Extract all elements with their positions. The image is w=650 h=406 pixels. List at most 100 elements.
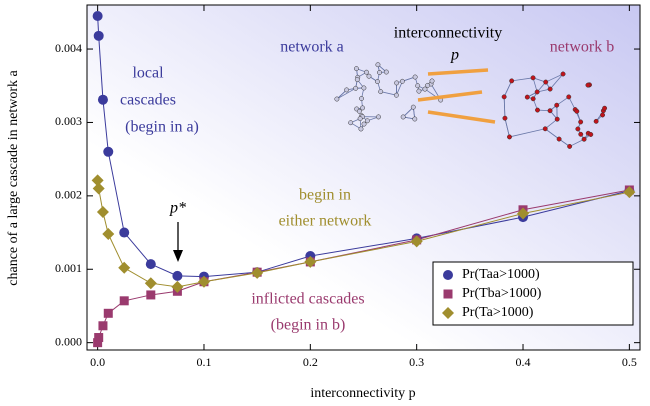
network-node <box>574 108 580 114</box>
network-node <box>567 143 573 149</box>
legend-label: Pr(Taa>1000) <box>462 267 540 282</box>
marker <box>92 182 105 195</box>
network-node <box>560 71 566 77</box>
legend-label: Pr(Tba>1000) <box>462 286 542 301</box>
network-node <box>364 69 369 75</box>
marker <box>146 290 156 300</box>
arrow-head <box>173 250 183 262</box>
network-edge <box>504 118 510 138</box>
marker <box>91 174 104 187</box>
network-node <box>502 115 508 121</box>
network-node <box>524 94 530 100</box>
marker <box>145 259 156 270</box>
legend-marker <box>443 289 453 299</box>
network-node <box>530 96 536 102</box>
x-tick-label: 0.3 <box>409 355 424 369</box>
network-edge <box>396 81 403 96</box>
network-node <box>357 116 363 122</box>
network-node <box>578 131 584 137</box>
network-node <box>585 82 591 88</box>
network-node <box>415 83 421 89</box>
y-tick-label: 0.000 <box>55 334 82 348</box>
x-tick-label: 0.4 <box>516 355 531 369</box>
marker <box>96 206 109 218</box>
network-node <box>509 78 515 84</box>
network-edge <box>544 118 558 130</box>
network-edge <box>336 87 356 100</box>
marker <box>251 266 264 279</box>
marker <box>92 11 103 22</box>
marker <box>172 270 183 281</box>
network-node <box>578 119 584 125</box>
network-node <box>547 108 553 114</box>
network-node <box>366 73 372 79</box>
network-edge <box>380 91 397 96</box>
annotation: either network <box>279 213 372 230</box>
network-node <box>581 136 587 142</box>
network-node <box>399 78 405 84</box>
network-node <box>602 105 608 111</box>
annotation: local <box>132 65 164 82</box>
network-node <box>394 80 400 86</box>
network-edge <box>569 138 585 147</box>
network-node <box>575 126 581 132</box>
network-node <box>334 96 340 102</box>
annotation: (begin in a) <box>125 119 199 136</box>
network-node <box>412 116 418 122</box>
annotation: inflicted cascades <box>251 291 364 308</box>
network-node <box>543 79 549 85</box>
x-tick-label: 0.0 <box>90 355 105 369</box>
network-node <box>566 94 572 100</box>
network-node <box>383 69 389 75</box>
legend-box <box>432 261 634 326</box>
network-node <box>542 126 548 132</box>
network-node <box>501 94 507 100</box>
y-tick-label: 0.001 <box>55 261 82 275</box>
inset-label: interconnectivity <box>394 25 502 42</box>
annotation: cascades <box>120 92 176 109</box>
network-node <box>593 118 599 124</box>
network-node <box>361 85 367 91</box>
network-node <box>358 126 364 132</box>
annotation: p* <box>169 200 186 217</box>
network-node <box>378 89 384 95</box>
network-node <box>348 120 354 126</box>
marker <box>97 94 108 105</box>
y-axis-label: chance of a large cascade in network a <box>6 69 21 285</box>
inset-network <box>334 62 608 149</box>
annotation: begin in <box>299 187 351 204</box>
y-tick-label: 0.004 <box>55 41 82 55</box>
marker <box>304 255 317 268</box>
marker <box>623 186 636 199</box>
network-node <box>400 114 406 120</box>
network-node <box>535 107 540 113</box>
network-node <box>507 134 512 140</box>
y-tick-label: 0.003 <box>55 114 82 128</box>
network-node <box>556 136 562 142</box>
marker <box>102 228 115 241</box>
network-node <box>554 116 560 122</box>
marker <box>93 30 104 41</box>
network-node <box>353 85 359 91</box>
marker <box>410 235 423 248</box>
inset-label: p <box>450 47 459 64</box>
marker <box>119 296 129 306</box>
network-node <box>422 86 428 92</box>
marker <box>171 280 184 293</box>
y-tick-label: 0.002 <box>55 188 82 202</box>
network-node <box>364 118 370 124</box>
marker <box>98 321 108 331</box>
network-node <box>359 96 364 102</box>
network-node <box>344 87 350 93</box>
network-edge <box>503 96 506 119</box>
legend-label: Pr(Ta>1000) <box>462 305 534 320</box>
network-node <box>410 104 416 110</box>
marker <box>94 333 104 343</box>
network-node <box>429 78 435 84</box>
network-node <box>376 114 381 120</box>
x-tick-label: 0.5 <box>622 355 637 369</box>
network-node <box>425 82 431 88</box>
network-edge <box>503 80 513 98</box>
